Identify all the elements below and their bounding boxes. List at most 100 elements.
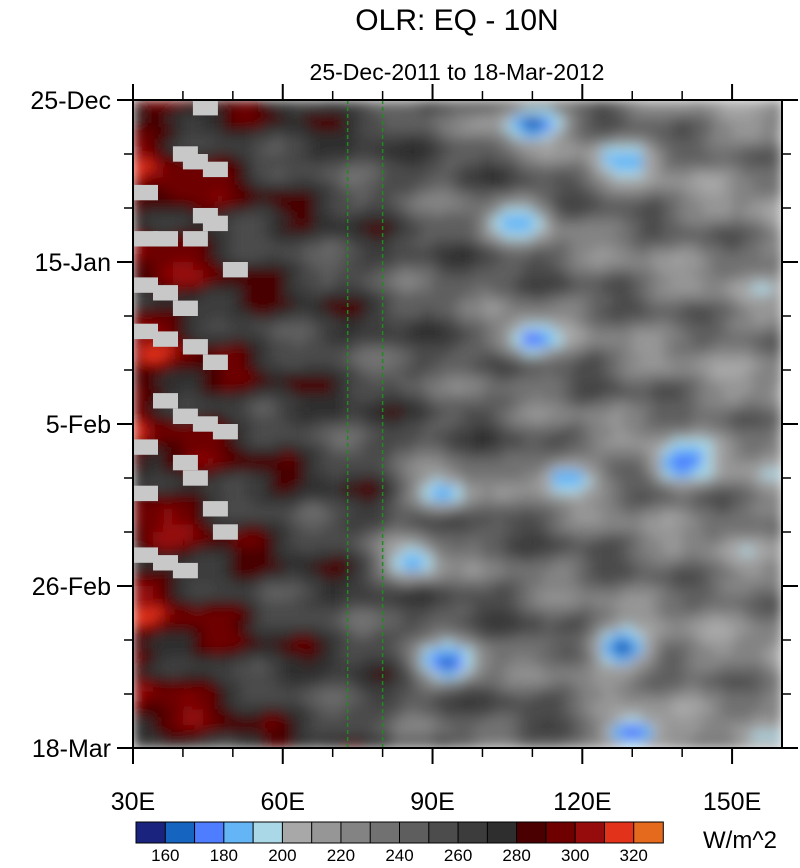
field-cell [352, 100, 364, 109]
field-cell [232, 547, 244, 556]
field-cell [152, 277, 164, 286]
field-cell [642, 454, 653, 464]
field-cell [642, 362, 653, 371]
field-cell [712, 678, 723, 688]
field-cell [462, 346, 474, 356]
field-cell [212, 616, 224, 626]
field-cell [452, 223, 464, 232]
field-cell [152, 416, 164, 425]
field-cell [492, 138, 504, 148]
field-cell [672, 616, 683, 626]
field-cell [402, 238, 414, 248]
field-cell [142, 308, 154, 317]
field-cell [462, 354, 474, 364]
field-cell [562, 316, 574, 325]
field-cell [492, 231, 504, 240]
field-cell [482, 447, 494, 456]
field-cell [362, 331, 374, 340]
field-cell [532, 192, 544, 202]
field-cell [622, 316, 634, 325]
field-cell [462, 285, 474, 294]
field-cell [352, 184, 364, 194]
field-cell [412, 377, 424, 387]
field-cell [282, 246, 294, 256]
field-cell [392, 508, 404, 518]
field-cell [302, 362, 314, 371]
field-cell [312, 647, 324, 657]
field-cell [762, 532, 773, 541]
field-cell [362, 385, 374, 394]
field-cell [592, 640, 604, 649]
field-cell [292, 254, 304, 263]
field-cell [172, 354, 184, 364]
field-cell [422, 316, 434, 325]
field-cell [542, 655, 554, 664]
field-cell [612, 100, 624, 109]
field-cell [552, 616, 564, 626]
field-cell [582, 431, 594, 441]
field-cell [682, 431, 693, 441]
field-cell [472, 177, 484, 186]
field-cell [772, 501, 782, 510]
field-cell [232, 663, 244, 672]
field-cell [322, 238, 334, 248]
field-cell [452, 686, 464, 695]
field-cell [332, 632, 344, 641]
field-cell [452, 161, 464, 171]
field-cell [562, 377, 574, 387]
field-cell [502, 146, 514, 155]
field-cell [442, 323, 454, 333]
field-cell [332, 316, 344, 325]
field-cell [682, 663, 693, 672]
field-cell [522, 130, 534, 140]
field-cell [652, 601, 663, 610]
field-cell [162, 262, 174, 271]
field-cell [172, 547, 184, 556]
field-cell [472, 115, 484, 124]
field-cell [472, 439, 484, 448]
field-cell [712, 524, 723, 533]
field-cell [442, 262, 454, 271]
field-cell [632, 586, 644, 595]
field-cell [222, 485, 234, 495]
field-cell [482, 408, 494, 418]
field-cell [722, 663, 733, 672]
field-cell [162, 424, 174, 433]
field-cell [272, 130, 284, 140]
field-cell [452, 393, 464, 402]
field-cell [552, 485, 564, 495]
field-cell [752, 655, 763, 664]
field-cell [462, 609, 474, 618]
field-cell [582, 470, 594, 479]
field-cell [572, 362, 584, 371]
field-cell [472, 493, 484, 502]
field-cell [582, 501, 594, 510]
field-cell [172, 586, 184, 595]
field-cell [592, 501, 604, 510]
field-cell [672, 686, 683, 695]
field-cell [722, 647, 733, 657]
field-cell [312, 539, 324, 549]
field-cell [732, 123, 743, 132]
field-cell [532, 130, 544, 140]
field-cell [502, 508, 514, 518]
field-cell [582, 524, 594, 533]
field-cell [682, 300, 693, 310]
field-cell [692, 478, 703, 487]
field-cell [322, 385, 334, 394]
field-cell [602, 208, 614, 217]
field-cell [252, 663, 264, 672]
field-cell [502, 346, 514, 356]
field-cell [352, 200, 364, 209]
field-cell [292, 238, 304, 248]
field-cell [542, 462, 554, 472]
field-cell [622, 262, 634, 271]
field-cell [482, 462, 494, 472]
field-cell [712, 308, 723, 317]
field-cell [562, 254, 574, 263]
field-cell [402, 377, 414, 387]
field-cell [332, 416, 344, 425]
field-cell [322, 400, 334, 410]
field-cell [722, 632, 733, 641]
field-cell [652, 107, 663, 117]
